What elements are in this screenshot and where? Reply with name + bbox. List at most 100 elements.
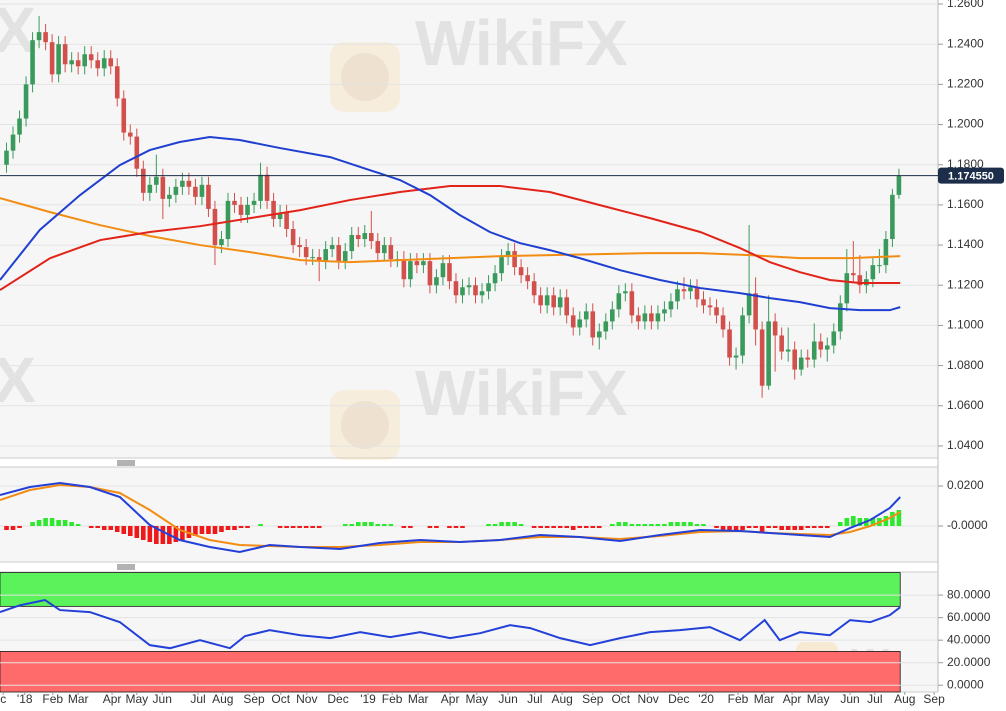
indicator-line	[0, 135, 901, 312]
y-tick-label: 1.0800	[947, 358, 984, 372]
candle-body	[69, 60, 74, 65]
candle-body	[232, 200, 237, 205]
watermark-text: WikiFX	[415, 357, 628, 429]
macd-histogram-bar	[219, 526, 224, 532]
macd-histogram-bar	[746, 526, 752, 528]
candle-body	[186, 180, 192, 187]
candle-body	[714, 307, 719, 316]
candle-body	[720, 315, 726, 330]
x-tick-label: May	[125, 692, 148, 706]
candle-body	[668, 301, 674, 310]
candle-body	[75, 60, 81, 67]
panel-resize-grip[interactable]	[117, 564, 135, 570]
x-tick-label: Jul	[527, 692, 542, 706]
macd-histogram-bar	[10, 526, 16, 530]
x-tick-label: May	[807, 692, 830, 706]
macd-histogram-bar	[108, 526, 114, 530]
candle-body	[251, 200, 257, 205]
macd-histogram-bar	[818, 526, 824, 528]
candle-body	[212, 208, 218, 246]
macd-histogram-bar	[772, 526, 778, 528]
candle-body	[837, 303, 843, 332]
candle-body	[134, 136, 140, 169]
candle-body	[82, 54, 87, 67]
macd-histogram-bar	[805, 526, 811, 528]
y-tick-label: 1.2200	[947, 77, 984, 91]
watermark-logo-mark	[341, 401, 389, 449]
macd-histogram-bar	[258, 524, 263, 526]
candle-body	[857, 275, 863, 286]
macd-histogram-bar	[538, 526, 543, 528]
candle-body	[531, 281, 537, 296]
x-tick-label: '19	[360, 692, 376, 706]
y-tick-label: -0.0000	[947, 518, 988, 532]
candle-body	[642, 313, 648, 322]
candle-body	[421, 261, 426, 266]
macd-histogram-bar	[837, 522, 843, 526]
macd-histogram-bar	[740, 526, 745, 530]
macd-histogram-bar	[206, 526, 211, 534]
macd-histogram-bar	[610, 524, 615, 526]
x-tick-label: Jul	[867, 692, 882, 706]
macd-histogram-bar	[714, 526, 719, 528]
macd-histogram-bar	[890, 512, 895, 526]
macd-histogram-bar	[427, 526, 433, 528]
macd-histogram-bar	[570, 526, 576, 530]
x-tick-label: May	[465, 692, 488, 706]
x-tick-label: Oct	[271, 692, 290, 706]
macd-histogram-bar	[596, 526, 602, 528]
candle-body	[88, 54, 94, 61]
macd-histogram-bar	[134, 526, 140, 538]
candle-body	[30, 40, 35, 85]
candle-body	[95, 60, 101, 69]
macd-histogram-bar	[193, 526, 198, 536]
candle-body	[818, 341, 824, 350]
candle-body	[603, 321, 609, 332]
candle-body	[154, 176, 159, 185]
macd-histogram-bar	[629, 524, 635, 526]
macd-histogram-bar	[623, 522, 628, 526]
macd-histogram-bar	[154, 526, 159, 544]
macd-histogram-bar	[883, 516, 889, 526]
candle-body	[49, 42, 55, 75]
macd-histogram-bar	[401, 526, 407, 528]
candle-body	[284, 212, 289, 229]
macd-histogram-bar	[688, 522, 693, 526]
x-tick-label: Sep	[243, 692, 265, 706]
macd-histogram-bar	[505, 522, 511, 526]
candle-body	[727, 329, 732, 358]
candle-body	[323, 249, 328, 262]
x-tick-label: Mar	[408, 692, 429, 706]
candle-body	[447, 263, 452, 282]
macd-histogram-bar	[636, 524, 641, 526]
candle-body	[512, 251, 517, 268]
candle-body	[349, 235, 355, 252]
x-tick-label: Mar	[68, 692, 89, 706]
macd-histogram-bar	[408, 526, 413, 528]
indicator-line	[0, 197, 901, 264]
candle-body	[805, 357, 811, 360]
candle-body	[342, 251, 348, 262]
candle-body	[798, 357, 804, 370]
macd-histogram-bar	[62, 520, 68, 526]
candle-body	[238, 204, 244, 215]
macd-histogram-bar	[701, 524, 706, 526]
candle-body	[616, 293, 622, 310]
macd-histogram-bar	[492, 524, 498, 526]
x-tick-label: Dec	[327, 692, 348, 706]
macd-histogram-bar	[199, 526, 205, 534]
macd-histogram-bar	[544, 526, 550, 528]
macd-histogram-bar	[101, 526, 107, 530]
candle-body	[766, 321, 771, 386]
candle-body	[551, 295, 556, 308]
candle-body	[408, 261, 413, 280]
candle-body	[193, 186, 198, 197]
x-tick-label: Aug	[551, 692, 572, 706]
candle-body	[655, 313, 661, 322]
panel-resize-grip[interactable]	[117, 460, 135, 466]
candle-body	[4, 150, 9, 165]
candle-body	[121, 98, 127, 133]
macd-histogram-bar	[355, 522, 361, 526]
macd-histogram-bar	[290, 526, 296, 528]
macd-histogram-bar	[590, 526, 596, 528]
